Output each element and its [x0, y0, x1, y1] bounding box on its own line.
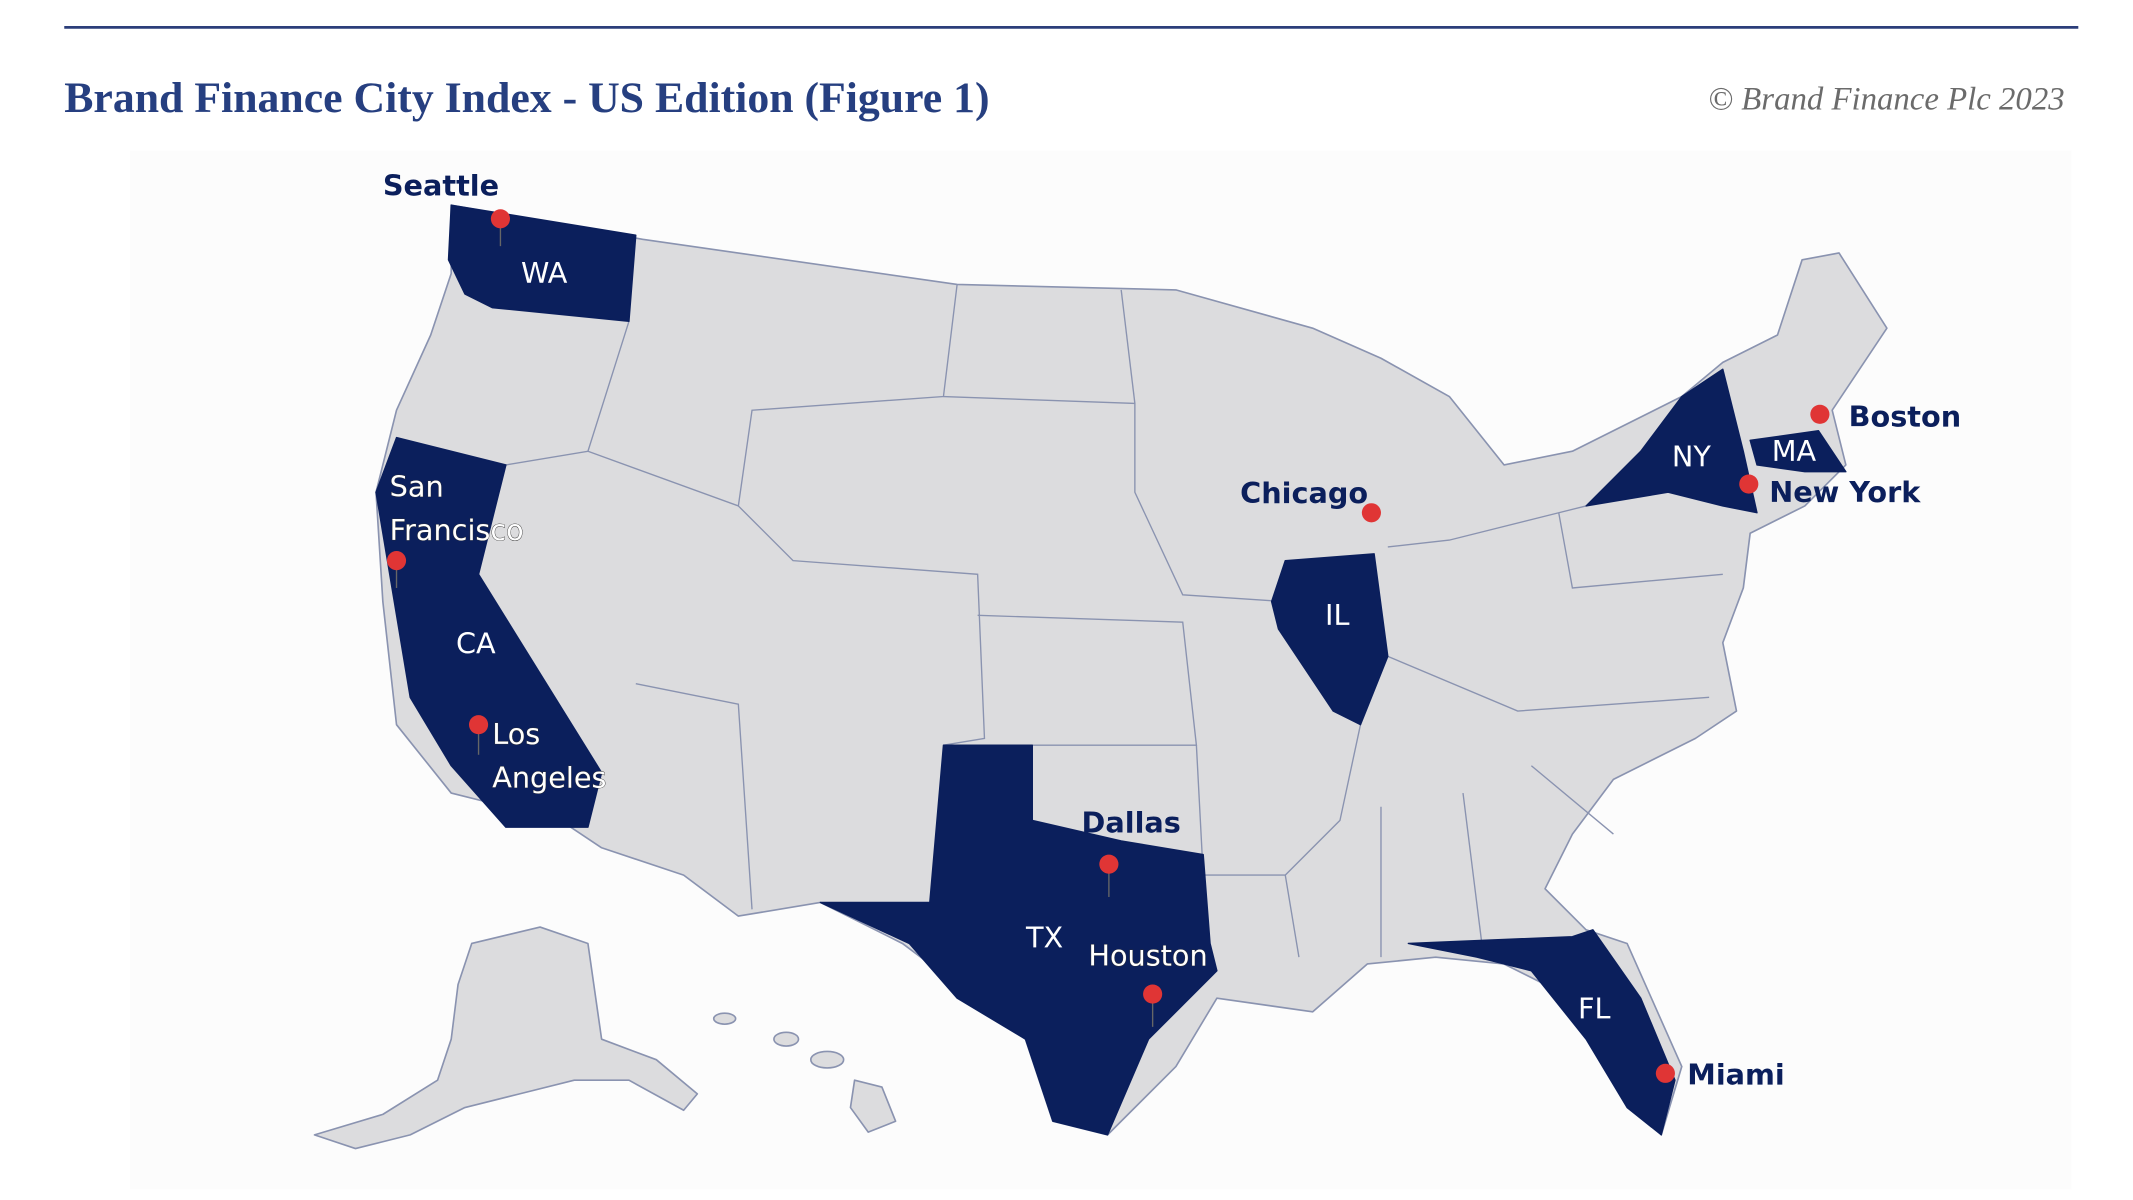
- hawaii: [712, 1012, 897, 1133]
- pins: [386, 209, 1830, 1083]
- map: WA CA TX IL NY MA FL Seattle San Francisc…: [129, 150, 2072, 1190]
- state-fl: [1407, 929, 1676, 1136]
- city-label: Dallas: [1082, 806, 1181, 840]
- us-mainland: [375, 204, 1888, 1136]
- pin: [1810, 404, 1830, 424]
- title: Brand Finance City Index - US Edition (F…: [64, 74, 989, 122]
- state-label: TX: [1025, 921, 1063, 955]
- state-label: IL: [1325, 598, 1349, 632]
- state-borders: [505, 284, 1723, 958]
- state-ca: [375, 436, 603, 828]
- city-label: Houston: [1088, 938, 1207, 972]
- pin: [1655, 1063, 1675, 1083]
- state-tx: [819, 744, 1218, 1136]
- state-label: NY: [1672, 439, 1711, 473]
- city-label: Miami: [1687, 1057, 1785, 1091]
- state-label: WA: [521, 256, 568, 290]
- city-label: Chicago: [1240, 476, 1368, 510]
- copyright: © Brand Finance Plc 2023: [1708, 81, 2064, 117]
- pin: [1099, 854, 1119, 897]
- pin: [468, 715, 489, 755]
- city-label: Boston: [1849, 400, 1962, 434]
- pin: [1361, 503, 1381, 523]
- pin: [1143, 984, 1163, 1027]
- state-ma: [1749, 430, 1847, 473]
- state-label: FL: [1578, 992, 1611, 1026]
- pin: [490, 209, 511, 247]
- alaska: [313, 926, 699, 1150]
- city-label: Los Angeles: [492, 717, 606, 795]
- pin: [1739, 474, 1759, 494]
- state-wa: [447, 204, 637, 323]
- city-label: San Francisco: [390, 469, 524, 547]
- city-label: New York: [1769, 475, 1921, 509]
- state-ny: [1585, 368, 1758, 514]
- state-label: MA: [1772, 434, 1817, 468]
- state-il: [1270, 553, 1389, 726]
- city-label: Seattle: [383, 169, 499, 203]
- pin: [386, 551, 407, 588]
- state-label: CA: [456, 627, 496, 661]
